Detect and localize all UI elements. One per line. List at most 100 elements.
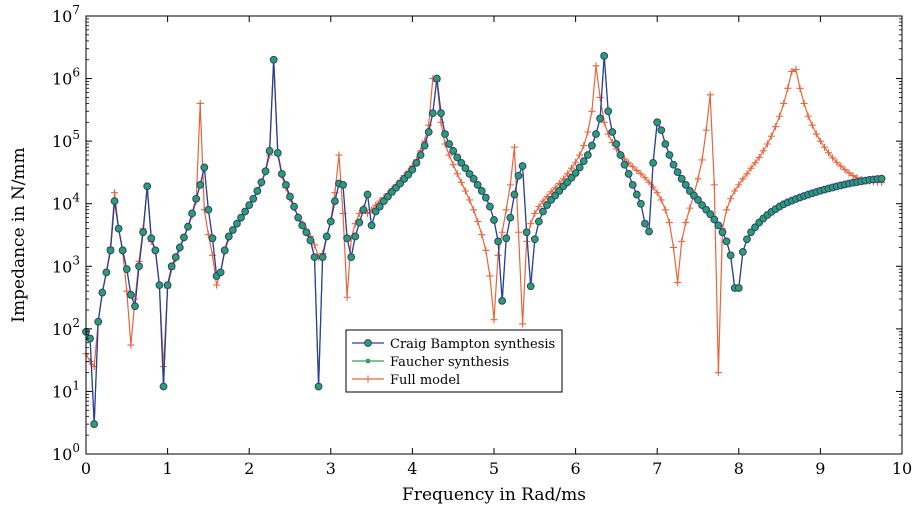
- data-point: [600, 118, 608, 126]
- data-point: [681, 180, 690, 189]
- data-point: [678, 237, 686, 245]
- data-point: [249, 194, 258, 203]
- data-point: [645, 227, 653, 236]
- data-point: [877, 174, 886, 183]
- data-point: [649, 183, 657, 191]
- data-point: [539, 197, 547, 205]
- data-point: [196, 99, 204, 107]
- data-point: [143, 182, 152, 191]
- data-point: [584, 128, 592, 136]
- data-point: [628, 180, 637, 189]
- data-point: [135, 262, 143, 271]
- data-point: [424, 128, 433, 136]
- data-point: [494, 237, 502, 246]
- data-point: [425, 121, 433, 129]
- data-point: [200, 163, 209, 172]
- data-point: [420, 141, 429, 150]
- data-point: [494, 251, 502, 259]
- data-point: [571, 169, 580, 177]
- data-point: [670, 243, 678, 251]
- data-point: [637, 170, 645, 178]
- data-point: [820, 143, 828, 151]
- data-point: [580, 142, 588, 150]
- data-point: [747, 164, 755, 172]
- data-point: [184, 222, 192, 231]
- data-point: [572, 158, 580, 166]
- data-point: [641, 174, 649, 182]
- x-tick-label: 9: [815, 459, 825, 478]
- data-point: [661, 206, 669, 214]
- data-point: [722, 237, 731, 246]
- data-point: [245, 201, 254, 210]
- data-point: [310, 253, 319, 262]
- data-point: [514, 228, 522, 236]
- data-point: [767, 132, 775, 140]
- x-tick-label: 3: [326, 459, 336, 478]
- data-point: [534, 217, 543, 226]
- data-point: [457, 178, 465, 186]
- data-point: [743, 170, 751, 178]
- data-point: [612, 140, 621, 148]
- data-point: [490, 216, 498, 224]
- data-point: [188, 209, 196, 218]
- data-point: [224, 232, 233, 241]
- data-point: [502, 234, 511, 243]
- data-point: [106, 246, 115, 255]
- data-point: [490, 316, 498, 324]
- data-point: [412, 158, 421, 167]
- legend-marker: [366, 359, 370, 363]
- data-point: [649, 158, 658, 167]
- data-point: [474, 217, 482, 225]
- legend-label: Craig Bampton synthesis: [390, 337, 555, 352]
- data-point: [673, 168, 682, 177]
- data-point: [588, 107, 596, 115]
- data-point: [241, 207, 250, 216]
- data-point: [441, 130, 449, 138]
- data-point: [131, 302, 139, 311]
- data-point: [139, 228, 148, 237]
- data-point: [829, 154, 837, 162]
- y-tick-label: 102: [52, 316, 80, 339]
- data-point: [816, 137, 824, 145]
- data-point: [624, 169, 633, 178]
- data-point: [510, 190, 519, 199]
- data-point: [710, 215, 719, 224]
- data-point: [449, 161, 457, 169]
- data-point: [579, 157, 588, 165]
- data-point: [470, 206, 478, 214]
- data-point: [347, 253, 356, 262]
- data-point: [510, 143, 518, 151]
- data-point: [90, 420, 99, 429]
- data-point: [290, 202, 298, 211]
- data-point: [351, 232, 360, 241]
- data-point: [318, 253, 327, 262]
- data-point: [800, 99, 808, 107]
- data-point: [160, 363, 168, 371]
- data-point: [498, 296, 507, 305]
- data-point: [588, 141, 596, 150]
- data-point: [204, 231, 212, 239]
- data-point: [706, 210, 715, 219]
- data-point: [127, 341, 135, 349]
- data-point: [592, 62, 600, 70]
- data-point: [123, 287, 131, 295]
- data-point: [466, 196, 474, 204]
- data-point: [118, 246, 127, 255]
- data-point: [461, 164, 470, 173]
- data-point: [514, 171, 523, 180]
- data-point: [727, 195, 735, 203]
- data-point: [543, 201, 551, 210]
- data-point: [669, 160, 678, 169]
- data-point: [568, 164, 576, 172]
- x-tick-label: 7: [652, 459, 662, 478]
- data-point: [339, 180, 347, 189]
- data-point: [747, 228, 755, 237]
- data-point: [576, 151, 584, 159]
- data-point: [604, 107, 613, 116]
- x-tick-label: 5: [489, 459, 499, 478]
- data-point: [269, 55, 278, 64]
- data-point: [755, 153, 763, 161]
- data-point: [780, 99, 788, 107]
- data-point: [734, 284, 743, 292]
- data-point: [694, 175, 702, 183]
